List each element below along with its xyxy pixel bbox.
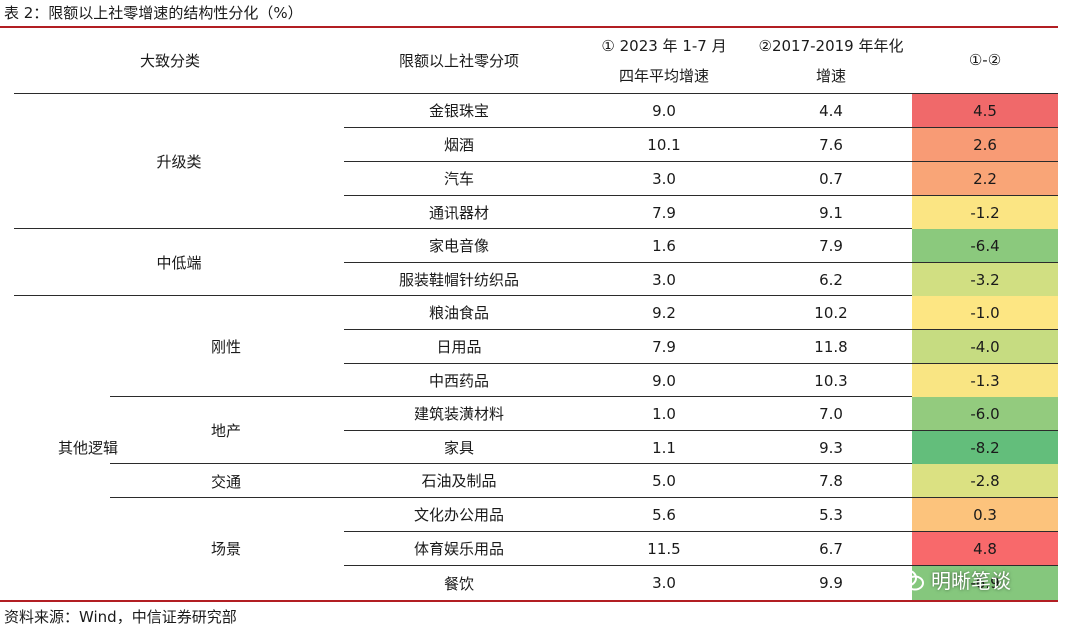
- header-rule: [14, 93, 1058, 94]
- row-item-label: 文化办公用品: [413, 506, 504, 524]
- row-value-2017-2019: 7.9: [819, 236, 843, 255]
- group-other: 其他逻辑: [57, 439, 118, 457]
- row-diff-cell: -6.4: [912, 229, 1058, 262]
- row-diff-cell: -1.0: [912, 296, 1058, 329]
- row-diff-cell: -8.2: [912, 431, 1058, 464]
- row-item-label: 餐饮: [443, 574, 474, 593]
- row-value-2017-2019: 7.6: [819, 135, 843, 154]
- group-rule: [14, 295, 1058, 296]
- subgroup-scene: 场景: [210, 540, 241, 558]
- row-diff-cell: 4.5: [912, 94, 1058, 127]
- row-rule: [344, 161, 1058, 162]
- row-value-2023: 9.2: [652, 303, 676, 322]
- row-value-2023: 5.0: [652, 471, 676, 490]
- row-value-2017-2019: 9.3: [819, 438, 843, 457]
- row-value-2017-2019: 7.8: [819, 471, 843, 490]
- watermark: 明晰笔谈: [895, 565, 1011, 594]
- row-value-2023: 3.0: [652, 270, 676, 289]
- row-value-2017-2019: 11.8: [814, 337, 848, 356]
- row-item-label: 日用品: [436, 338, 482, 356]
- row-value-2023: 1.0: [652, 404, 676, 423]
- row-diff-cell: 2.6: [912, 128, 1058, 161]
- row-value-2023: 10.1: [647, 135, 681, 154]
- row-rule: [344, 430, 1058, 431]
- row-diff-cell: -1.2: [912, 196, 1058, 229]
- row-value-2017-2019: 0.7: [819, 169, 843, 188]
- watermark-text: 明晰笔谈: [931, 569, 1011, 593]
- row-item-label: 家电音像: [428, 237, 489, 255]
- row-value-2023: 3.0: [652, 169, 676, 188]
- subgroup-transport: 交通: [210, 472, 241, 491]
- table-caption: 表 2：限额以上社零增速的结构性分化（%）: [4, 4, 303, 22]
- row-value-2017-2019: 9.9: [819, 574, 843, 592]
- row-item-label: 石油及制品: [421, 472, 497, 490]
- header-2017-line1: ②2017-2019 年年化: [758, 36, 904, 55]
- row-rule: [344, 531, 1058, 532]
- subgroup-property: 地产: [210, 422, 241, 440]
- row-value-2017-2019: 7.0: [819, 404, 843, 423]
- row-diff-cell: -4.0: [912, 330, 1058, 363]
- row-diff-cell: -6.9: [912, 566, 1058, 600]
- row-diff-cell: 4.8: [912, 532, 1058, 565]
- header-2023-line2: 四年平均增速: [618, 66, 709, 85]
- row-item-label: 服装鞋帽针纺织品: [398, 271, 519, 289]
- row-item-label: 烟酒: [443, 136, 474, 154]
- row-item-label: 建筑装潢材料: [413, 405, 504, 423]
- row-value-2023: 1.1: [652, 438, 676, 457]
- row-value-2017-2019: 6.7: [819, 539, 843, 558]
- row-item-label: 体育娱乐用品: [413, 540, 504, 558]
- row-rule: [344, 262, 1058, 263]
- row-diff-cell: 2.2: [912, 162, 1058, 195]
- row-value-2023: 7.9: [652, 337, 676, 356]
- row-rule: [344, 127, 1058, 128]
- row-item-label: 通讯器材: [428, 204, 489, 222]
- row-value-2023: 9.0: [652, 101, 676, 120]
- row-rule: [344, 363, 1058, 364]
- group-rule: [14, 228, 1058, 229]
- subgroup-rule: [110, 463, 1058, 464]
- row-value-2023: 3.0: [652, 574, 676, 592]
- row-rule: [344, 195, 1058, 196]
- subgroup-rule: [110, 396, 1058, 397]
- header-item: 限额以上社零分项: [398, 51, 519, 70]
- row-item-label: 家具: [443, 439, 474, 457]
- header-2017-line2: 增速: [815, 66, 846, 85]
- top-rule: [0, 26, 1058, 28]
- row-item-label: 粮油食品: [428, 304, 489, 322]
- row-diff-cell: -1.3: [912, 364, 1058, 397]
- source-note: 资料来源：Wind，中信证券研究部: [4, 608, 237, 626]
- row-rule: [344, 565, 1058, 566]
- row-rule: [344, 329, 1058, 330]
- chat-bubbles-icon: [895, 568, 924, 590]
- subgroup-rigid: 刚性: [210, 338, 241, 356]
- row-diff-cell: 0.3: [912, 498, 1058, 531]
- row-item-label: 中西药品: [428, 372, 489, 390]
- group-upgrade: 升级类: [156, 153, 202, 171]
- subgroup-rule: [110, 497, 1058, 498]
- row-value-2023: 11.5: [647, 539, 681, 558]
- bottom-rule: [0, 600, 1058, 602]
- row-value-2017-2019: 5.3: [819, 505, 843, 524]
- row-value-2023: 9.0: [652, 371, 676, 390]
- row-item-label: 汽车: [443, 170, 474, 188]
- row-value-2023: 1.6: [652, 236, 676, 255]
- group-midlow: 中低端: [156, 254, 202, 272]
- row-diff-cell: -6.0: [912, 397, 1058, 430]
- row-value-2017-2019: 4.4: [819, 101, 843, 120]
- row-value-2017-2019: 10.2: [814, 303, 848, 322]
- header-diff: ①-②: [968, 51, 1002, 69]
- row-value-2023: 7.9: [652, 203, 676, 222]
- header-category: 大致分类: [139, 51, 200, 70]
- row-value-2017-2019: 9.1: [819, 203, 843, 222]
- header-2023-line1: ① 2023 年 1-7 月: [601, 36, 727, 55]
- row-diff-cell: -2.8: [912, 464, 1058, 497]
- row-item-label: 金银珠宝: [428, 102, 489, 120]
- row-value-2017-2019: 10.3: [814, 371, 848, 390]
- row-diff-cell: -3.2: [912, 263, 1058, 296]
- row-value-2017-2019: 6.2: [819, 270, 843, 289]
- row-value-2023: 5.6: [652, 505, 676, 524]
